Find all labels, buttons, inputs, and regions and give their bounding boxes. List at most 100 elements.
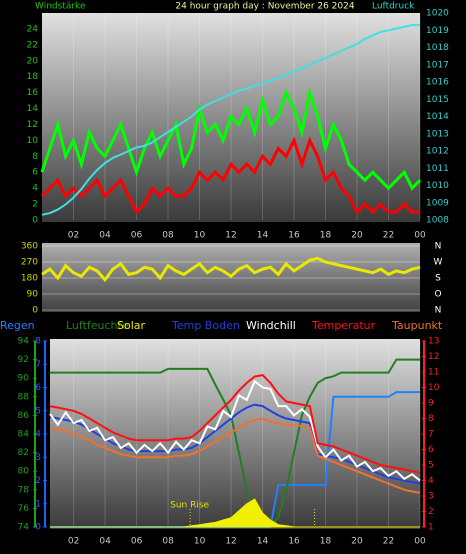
- y-tick-label: 5: [428, 461, 434, 471]
- y-tick-label: 10: [428, 383, 440, 393]
- y2-tick-label: W: [434, 258, 443, 268]
- x-tick-label: 10: [194, 537, 206, 547]
- y2-tick-label: 1019: [426, 26, 449, 36]
- line: [40, 86, 422, 191]
- y-tick-label: 6: [32, 168, 38, 178]
- y-tick-label: 6: [428, 445, 434, 455]
- x-tick-label: 16: [288, 231, 300, 241]
- y2-tick-label: O: [434, 290, 441, 300]
- legend-label: Temperatur: [311, 319, 376, 332]
- y-tick-label: 74: [18, 523, 30, 533]
- x-tick-label: 22: [383, 537, 394, 547]
- y-tick-label: 1: [428, 523, 434, 533]
- y2-tick-label: 1020: [426, 9, 449, 19]
- y-tick-label: 3: [35, 453, 41, 463]
- y-tick-label: 0: [32, 216, 38, 226]
- y-tick-label: 10: [27, 136, 39, 146]
- line: [41, 256, 421, 283]
- y-tick-label: 0: [35, 523, 41, 533]
- area: [50, 498, 420, 528]
- y-tick-label: 4: [428, 476, 434, 486]
- y-tick-label: 86: [18, 411, 30, 421]
- y2-axis-label: Luftdruck: [372, 2, 415, 12]
- y-tick-label: 5: [35, 406, 41, 416]
- y-tick-label: 7: [428, 430, 434, 440]
- y-tick-label: 90: [27, 290, 39, 300]
- y-tick-label: 78: [18, 485, 30, 495]
- line: [49, 417, 421, 494]
- y-tick-label: 4: [32, 184, 38, 194]
- legend-label: Windchill: [246, 319, 296, 332]
- y-tick-label: 2: [428, 507, 434, 517]
- y-tick-label: 9: [428, 399, 434, 409]
- y-tick-label: 94: [18, 337, 30, 347]
- x-tick-label: 04: [99, 231, 111, 241]
- x-tick-label: 02: [68, 537, 79, 547]
- y-tick-label: 8: [428, 414, 434, 424]
- x-tick-label: 06: [131, 537, 143, 547]
- x-tick-label: 20: [351, 537, 363, 547]
- y2-tick-label: 1010: [426, 181, 449, 191]
- y2-tick-label: 1011: [426, 164, 449, 174]
- x-tick-label: 10: [194, 231, 206, 241]
- y-tick-label: 24: [27, 24, 39, 34]
- line: [50, 358, 420, 527]
- legend-label: Taupunkt: [391, 319, 443, 332]
- y-tick-label: 7: [35, 360, 41, 370]
- y-tick-label: 84: [18, 430, 30, 440]
- y2-tick-label: 1012: [426, 147, 449, 157]
- y2-tick-label: N: [435, 242, 442, 252]
- x-tick-label: 14: [257, 537, 269, 547]
- y-tick-label: 22: [27, 40, 38, 50]
- y2-tick-label: 1008: [426, 216, 449, 226]
- x-tick-label: 16: [288, 537, 300, 547]
- x-tick-label: 08: [162, 231, 174, 241]
- y-tick-label: 14: [27, 104, 39, 114]
- x-tick-label: 00: [414, 537, 426, 547]
- y-tick-label: 360: [21, 242, 38, 252]
- x-tick-label: 14: [257, 231, 269, 241]
- y2-tick-label: 1014: [426, 112, 449, 122]
- y-tick-label: 11: [428, 368, 439, 378]
- y-tick-label: 8: [32, 152, 38, 162]
- y-tick-label: 90: [18, 374, 30, 384]
- y-tick-label: 12: [27, 120, 38, 130]
- y-tick-label: 2: [32, 200, 38, 210]
- x-tick-label: 18: [320, 537, 332, 547]
- y-tick-label: 12: [428, 352, 439, 362]
- line: [49, 379, 421, 482]
- legend-label: Regen: [0, 319, 35, 332]
- y-tick-label: 92: [18, 355, 29, 365]
- y2-tick-label: 1018: [426, 43, 449, 53]
- y-tick-label: 76: [18, 504, 30, 514]
- y-tick-label: 80: [18, 467, 30, 477]
- x-tick-label: 02: [68, 231, 79, 241]
- y-tick-label: 82: [18, 448, 29, 458]
- y-tick-label: 88: [18, 392, 30, 402]
- y2-tick-label: 1009: [426, 198, 449, 208]
- y2-tick-label: S: [435, 274, 441, 284]
- y2-tick-label: N: [435, 306, 442, 316]
- y-tick-label: 270: [21, 258, 38, 268]
- x-tick-label: 06: [131, 231, 143, 241]
- x-tick-label: 08: [162, 537, 174, 547]
- x-tick-label: 00: [414, 231, 426, 241]
- x-tick-label: 04: [99, 537, 111, 547]
- y-tick-label: 8: [35, 337, 41, 347]
- x-tick-label: 22: [383, 231, 394, 241]
- legend-label: Luftfeuchte: [66, 319, 129, 332]
- x-tick-label: 20: [351, 231, 363, 241]
- line: [41, 24, 420, 216]
- y-tick-label: 180: [21, 274, 38, 284]
- y-tick-label: 18: [27, 72, 39, 82]
- y-tick-label: 6: [35, 383, 41, 393]
- x-tick-label: 12: [225, 537, 236, 547]
- y-tick-label: 13: [428, 337, 439, 347]
- y2-tick-label: 1015: [426, 95, 449, 105]
- x-tick-label: 12: [225, 231, 236, 241]
- x-tick-label: 18: [320, 231, 332, 241]
- y2-tick-label: 1016: [426, 78, 449, 88]
- legend-label: Solar: [117, 319, 146, 332]
